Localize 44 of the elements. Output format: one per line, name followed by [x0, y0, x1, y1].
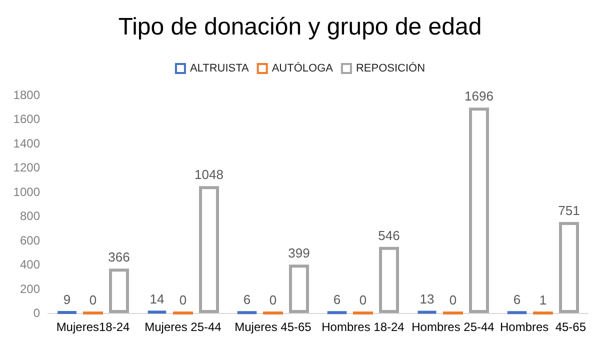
- data-label: 6: [243, 292, 251, 308]
- x-tick-label: Mujeres18-24: [56, 320, 130, 334]
- x-tick-label: Hombres 45-65: [500, 320, 586, 334]
- bar: [289, 264, 309, 313]
- data-label: 0: [269, 292, 277, 308]
- data-label: 0: [89, 292, 97, 308]
- data-label: 6: [513, 292, 521, 308]
- data-label: 1048: [194, 167, 224, 182]
- legend-label: REPOSICIÓN: [356, 62, 426, 74]
- y-tick-label: 1200: [13, 160, 40, 175]
- data-label: 0: [449, 292, 457, 308]
- data-label: 0: [179, 292, 187, 308]
- bar: [199, 186, 219, 313]
- data-label: 1: [539, 292, 547, 308]
- bar: [469, 108, 489, 313]
- data-label: 399: [288, 246, 310, 261]
- data-label: 6: [333, 292, 341, 308]
- y-tick-label: 1000: [13, 184, 40, 199]
- data-label: 751: [558, 203, 580, 218]
- legend-label: ALTRUISTA: [190, 62, 250, 74]
- bar: [379, 246, 399, 313]
- chart-title: Tipo de donación y grupo de edad: [118, 14, 482, 40]
- bar: [559, 222, 579, 313]
- legend-label: AUTÓLOGA: [272, 62, 334, 74]
- data-label: 546: [378, 228, 400, 243]
- x-tick-label: Mujeres 25-44: [144, 320, 222, 334]
- data-label: 366: [108, 250, 130, 265]
- x-tick-label: Mujeres 45-65: [234, 320, 312, 334]
- data-label: 13: [420, 292, 434, 307]
- y-tick-label: 600: [20, 233, 40, 248]
- data-label: 14: [150, 292, 164, 307]
- y-tick-label: 0: [33, 306, 40, 320]
- y-tick-label: 400: [20, 258, 40, 272]
- x-tick-label: Hombres 18-24: [322, 320, 405, 334]
- y-tick-label: 200: [20, 282, 40, 296]
- data-label: 9: [63, 292, 71, 307]
- y-tick-label: 800: [20, 209, 40, 224]
- data-label: 0: [359, 292, 367, 308]
- y-tick-label: 1400: [13, 136, 40, 150]
- x-tick-label: Hombres 25-44: [412, 320, 495, 334]
- bar: [109, 268, 129, 313]
- y-tick-label: 1800: [13, 88, 40, 102]
- data-label: 1696: [464, 88, 494, 104]
- y-tick-label: 1600: [13, 112, 40, 126]
